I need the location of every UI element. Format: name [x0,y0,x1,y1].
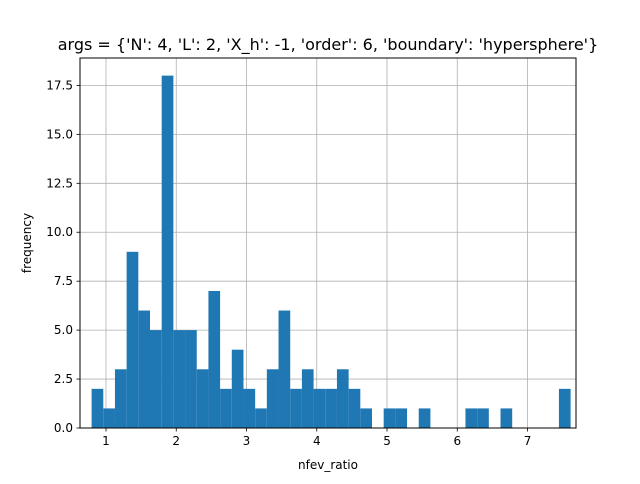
histogram-bar [301,369,314,428]
x-tick-label: 1 [102,434,110,448]
histogram-bar [150,330,162,428]
histogram-bar [185,330,197,428]
histogram-bar [383,408,396,428]
x-tick-label: 3 [243,434,251,448]
y-tick-label: 7.5 [54,274,73,288]
histogram-bar [114,369,127,428]
x-tick-label: 7 [524,434,532,448]
y-tick-label: 15.0 [46,127,73,141]
y-tick-label: 5.0 [54,323,73,337]
histogram-bar [103,408,115,428]
x-tick-label: 6 [453,434,461,448]
x-tick-label: 2 [172,434,180,448]
histogram-bar [91,388,104,428]
histogram-bar [500,408,513,428]
histogram-bar [325,388,337,428]
y-axis-label: frequency [20,213,34,273]
histogram-bar [126,251,139,428]
histogram-bar [360,408,372,428]
x-tick-label: 4 [313,434,321,448]
histogram-bar [477,408,489,428]
histogram-bar [558,388,571,428]
histogram-bar [266,369,279,428]
histogram-bars [91,75,571,428]
histogram-bar [465,408,478,428]
histogram-bar [395,408,408,428]
chart-title: args = {'N': 4, 'L': 2, 'X_h': -1, 'orde… [58,35,599,55]
y-tick-label: 0.0 [54,421,73,435]
plot-frame [79,57,577,429]
histogram-bar [255,408,267,428]
histogram-bar [243,388,256,428]
histogram-bar [196,369,209,428]
histogram-bar [313,388,326,428]
y-tick-label: 12.5 [46,176,73,190]
x-tick-label: 5 [383,434,391,448]
y-tick-label: 10.0 [46,225,73,239]
histogram-bar [173,330,186,428]
y-axis-ticks: 0.0 2.5 5.0 7.5 10.0 12.5 15.0 17.5 [46,78,80,435]
y-tick-label: 17.5 [46,78,73,92]
histogram-bar [348,388,361,428]
histogram-bar [138,310,151,428]
y-tick-label: 2.5 [54,372,73,386]
histogram-bar [231,349,244,428]
histogram-bar [161,75,174,428]
histogram-bar [220,388,232,428]
histogram-bar [290,388,302,428]
x-axis-label: nfev_ratio [298,458,358,472]
histogram-bar [336,369,349,428]
histogram-bar [278,310,291,428]
histogram-bar [208,290,221,428]
histogram-bar [418,408,431,428]
x-axis-ticks: 1 2 3 4 5 6 7 [102,428,531,448]
